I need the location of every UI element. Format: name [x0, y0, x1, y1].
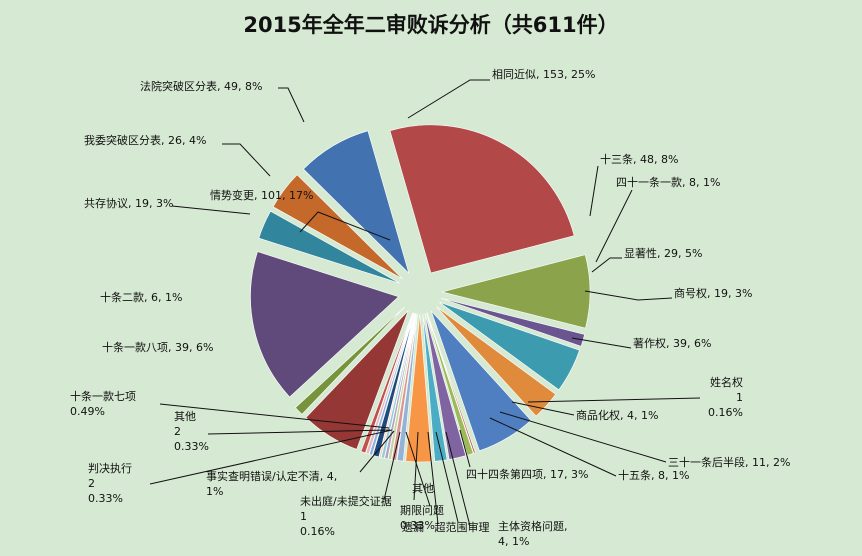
pie-slice: [439, 301, 580, 391]
slice-label: 我委突破区分表, 26, 4%: [84, 133, 206, 147]
slice-label: 共存协议, 19, 3%: [84, 196, 173, 210]
slice-label: 超范围审理: [435, 520, 490, 534]
slice-label: 三十一条后半段, 11, 2%: [668, 455, 790, 469]
pie-slice: [305, 310, 409, 450]
leader-line: [299, 211, 391, 241]
leader-line: [207, 429, 391, 435]
leader-line: [589, 165, 599, 217]
leader-line: [427, 431, 439, 525]
slice-label: 商品化权, 4, 1%: [576, 408, 658, 422]
leader-line: [383, 431, 401, 501]
slice-label: 情势变更, 101, 17%: [210, 188, 313, 202]
leader-line: [171, 205, 251, 215]
leader-line: [159, 403, 390, 429]
leader-line: [527, 397, 701, 403]
slice-label: 其他 2 0.33%: [174, 410, 209, 453]
leader-line: [489, 417, 617, 477]
pie-slice: [436, 306, 557, 417]
slice-label: 四十四条第四项, 17, 3%: [466, 467, 588, 481]
leader-line: [584, 290, 673, 301]
pie-slice: [372, 313, 415, 458]
slice-label: 十三条, 48, 8%: [600, 152, 678, 166]
slice-label: 商号权, 19, 3%: [674, 286, 752, 300]
slice-label: 遗漏: [402, 520, 424, 534]
pie-slice: [384, 313, 416, 460]
pie-slice: [396, 313, 418, 462]
leader-line: [149, 429, 393, 485]
pie-slice: [387, 313, 417, 460]
leader-line: [445, 431, 471, 527]
pie-slice: [422, 313, 448, 462]
leader-line: [278, 87, 305, 123]
leader-line: [407, 79, 490, 119]
leader-lines-group: [149, 79, 701, 527]
pie-slice: [250, 251, 400, 398]
slice-label: 十五条, 8, 1%: [618, 468, 689, 482]
pie-slice: [360, 312, 413, 454]
slice-label: 姓名权 1 0.16%: [708, 375, 743, 419]
slice-label: 事实查明错误/认定不清, 4, 1%: [206, 469, 337, 498]
pie-slice: [405, 313, 433, 463]
labels-group: 相同近似, 153, 25% 十三条, 48, 8% 四十一条一款, 8, 1% 显著…: [70, 68, 790, 548]
slice-label: 四十一条一款, 8, 1%: [616, 175, 720, 189]
pie-slice: [258, 210, 400, 284]
leader-line: [511, 401, 575, 416]
slice-label: 显著性, 29, 5%: [624, 246, 702, 260]
pie-slice: [426, 312, 474, 456]
pie-slice: [379, 313, 416, 458]
pie-slice: [430, 310, 532, 452]
slice-label: 法院突破区分表, 49, 8%: [140, 79, 262, 93]
pie-slice: [272, 174, 403, 280]
slice-label: 十条一款八项, 39, 6%: [102, 340, 213, 354]
leader-line: [405, 431, 431, 507]
leader-line: [435, 431, 459, 523]
slice-label: 十条二款, 6, 1%: [100, 290, 182, 304]
leader-line: [359, 430, 395, 473]
pie-slice: [365, 312, 414, 455]
slice-label: 主体资格问题, 4, 1%: [498, 519, 568, 548]
leader-line: [591, 257, 622, 273]
pie-slice: [380, 313, 416, 459]
leader-line: [499, 411, 667, 463]
leader-line: [413, 431, 419, 501]
slice-label: 相同近似, 153, 25%: [492, 68, 595, 81]
slices-group: [250, 124, 591, 463]
slice-label: 期限问题 0.33%: [400, 504, 444, 532]
leader-line: [571, 337, 632, 349]
pie-slice: [368, 312, 414, 456]
leader-line: [459, 429, 471, 468]
slice-label: 判决执行 2 0.33%: [88, 461, 132, 505]
slice-label: 十条一款七项 0.49%: [70, 389, 136, 418]
slice-label: 未出庭/未提交证据 1 0.16%: [300, 494, 392, 538]
pie-slice: [391, 313, 417, 461]
pie-slice: [295, 307, 405, 415]
pie-slice: [440, 297, 585, 347]
pie-slice: [389, 124, 575, 274]
slice-label: 其他: [412, 482, 434, 495]
pie-slice: [424, 313, 467, 460]
chart-title: 2015年全年二审败诉分析（共611件）: [243, 13, 618, 37]
slice-label: 著作权, 39, 6%: [633, 336, 711, 350]
pie-slice: [426, 312, 476, 454]
leader-line: [595, 189, 633, 263]
leader-line: [222, 143, 271, 177]
